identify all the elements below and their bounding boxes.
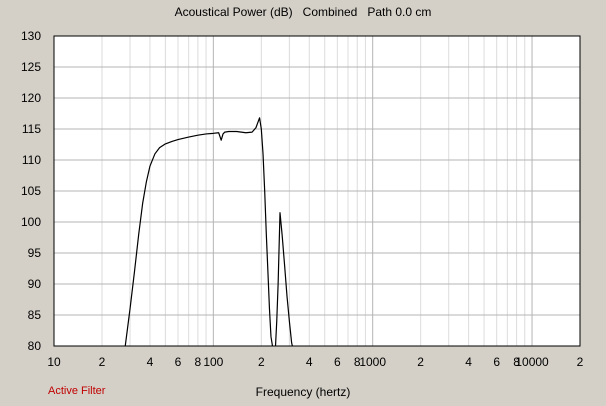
x-tick-label: 2 bbox=[99, 355, 106, 369]
y-tick-label: 120 bbox=[21, 91, 41, 105]
x-tick-label: 100 bbox=[203, 355, 223, 369]
x-tick-label: 4 bbox=[306, 355, 313, 369]
x-tick-label: 2 bbox=[577, 355, 584, 369]
x-tick-label: 8 bbox=[195, 355, 202, 369]
y-tick-label: 115 bbox=[22, 122, 41, 136]
x-tick-label: 8 bbox=[513, 355, 520, 369]
x-tick-label: 10 bbox=[47, 355, 61, 369]
series-line-1 bbox=[124, 117, 293, 346]
plot-frame bbox=[53, 35, 581, 347]
y-tick-label: 110 bbox=[22, 153, 41, 167]
x-tick-label: 8 bbox=[354, 355, 361, 369]
x-tick-label: 10000 bbox=[515, 355, 549, 369]
active-filter-label: Active Filter bbox=[48, 385, 106, 397]
x-tick-label: 4 bbox=[147, 355, 154, 369]
x-tick-label: 6 bbox=[175, 355, 182, 369]
y-tick-label: 90 bbox=[28, 277, 42, 291]
x-tick-label: 6 bbox=[334, 355, 341, 369]
y-tick-label: 95 bbox=[28, 246, 42, 260]
y-tick-label: 105 bbox=[21, 184, 41, 198]
x-axis-label: Frequency (hertz) bbox=[255, 385, 351, 399]
y-tick-label: 130 bbox=[21, 29, 41, 43]
y-tick-label: 85 bbox=[28, 308, 42, 322]
x-tick-label: 6 bbox=[493, 355, 500, 369]
y-tick-label: 80 bbox=[28, 339, 42, 353]
x-tick-label: 2 bbox=[417, 355, 424, 369]
y-tick-label: 100 bbox=[21, 215, 41, 229]
chart-title: Acoustical Power (dB) Combined Path 0.0 … bbox=[174, 5, 432, 19]
x-tick-label: 2 bbox=[258, 355, 265, 369]
y-tick-label: 125 bbox=[21, 60, 41, 74]
x-tick-label: 1000 bbox=[359, 355, 386, 369]
x-tick-label: 4 bbox=[465, 355, 472, 369]
